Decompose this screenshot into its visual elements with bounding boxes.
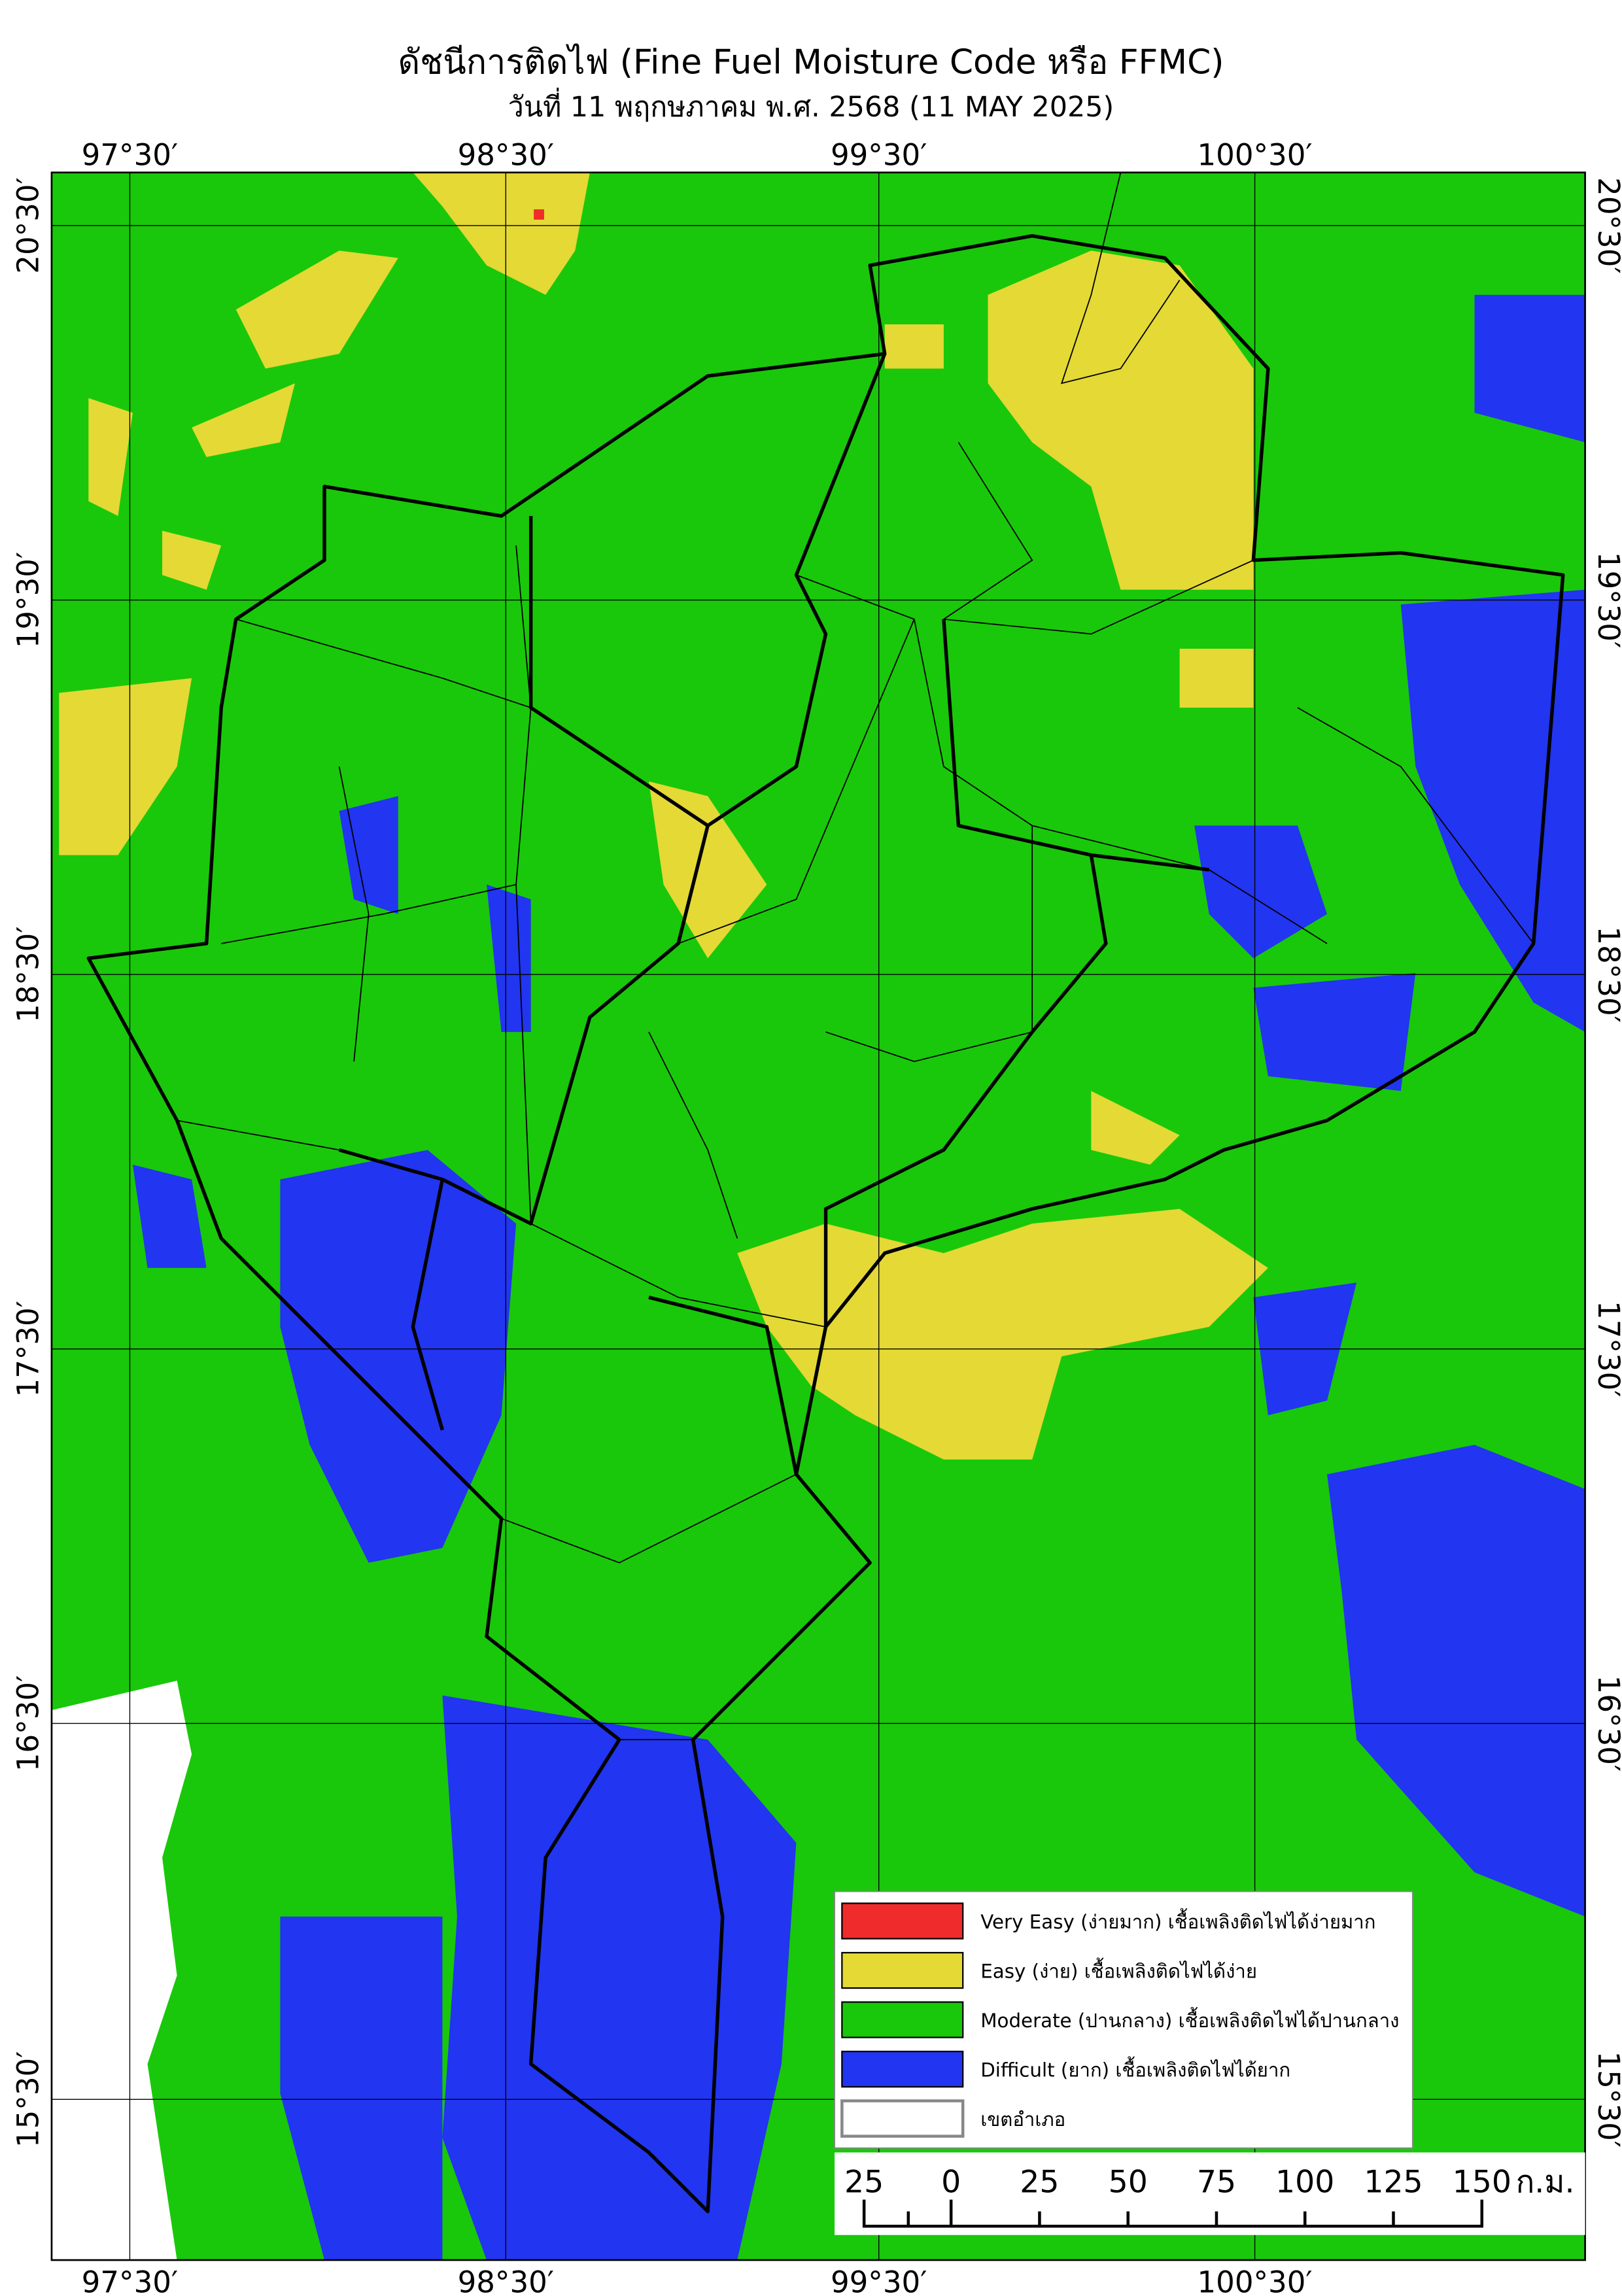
scale-label: 25 xyxy=(1020,2164,1059,2200)
scale-bar: 25 0 25 50 75 100 125 150 ก.ม. xyxy=(835,2152,1585,2235)
legend-label: เขตอำเภอ xyxy=(980,2108,1065,2131)
province-boundaries xyxy=(86,234,1565,2214)
easy-area xyxy=(59,172,1268,1460)
scale-label: 125 xyxy=(1364,2164,1423,2200)
longitude-label: 97°30′ xyxy=(82,2265,179,2293)
longitude-label: 98°30′ xyxy=(458,2265,555,2293)
subtitle: วันที่ 11 พฤกษภาคม พ.ศ. 2568 (11 MAY 202… xyxy=(508,88,1114,124)
legend-label: Moderate (ปานกลาง) เชื้อเพลิงติดไฟได้ปาน… xyxy=(980,2007,1399,2032)
latitude-label: 18°30′ xyxy=(1591,926,1622,1022)
longitude-label: 99°30′ xyxy=(831,2265,927,2293)
latitude-label: 17°30′ xyxy=(1591,1301,1622,1397)
longitude-label: 100°30′ xyxy=(1197,2265,1312,2293)
legend-swatch xyxy=(841,2001,964,2038)
legend-swatch xyxy=(840,2099,965,2138)
latitude-label: 19°30′ xyxy=(11,552,46,649)
legend-label: Easy (ง่าย) เชื้อเพลิงติดไฟได้ง่าย xyxy=(980,1957,1257,1982)
map-frame xyxy=(50,171,1586,2261)
scale-bar-line xyxy=(862,2199,1484,2228)
scale-label: 150 xyxy=(1453,2164,1511,2200)
latitude-label: 16°30′ xyxy=(11,1675,46,1772)
legend-swatch xyxy=(841,2050,964,2088)
legend-swatch xyxy=(841,1902,964,1940)
latitude-label: 16°30′ xyxy=(1591,1675,1622,1772)
longitude-label: 100°30′ xyxy=(1197,137,1312,172)
scale-bar-box xyxy=(835,2152,1585,2235)
latitude-label: 20°30′ xyxy=(11,177,46,274)
longitude-label: 99°30′ xyxy=(831,137,927,172)
district-boundaries xyxy=(177,172,1534,1741)
legend-label: Difficult (ยาก) เชื้อเพลิงติดไฟได้ยาก xyxy=(980,2056,1290,2081)
scale-label: 100 xyxy=(1275,2164,1334,2200)
longitude-label: 98°30′ xyxy=(458,137,555,172)
scale-label: 0 xyxy=(941,2164,961,2200)
scale-label: 75 xyxy=(1197,2164,1236,2200)
legend: Very Easy (ง่ายมาก) เชื้อเพลิงติดไฟได้ง่… xyxy=(834,1891,1413,2149)
latitude-label: 15°30′ xyxy=(1591,2051,1622,2148)
longitude-label: 97°30′ xyxy=(82,137,179,172)
latitude-label: 19°30′ xyxy=(1591,552,1622,649)
latitude-label: 20°30′ xyxy=(1591,177,1622,274)
sea-area xyxy=(51,1681,192,2261)
legend-label: Very Easy (ง่ายมาก) เชื้อเพลิงติดไฟได้ง่… xyxy=(980,1908,1375,1933)
latitude-label: 18°30′ xyxy=(11,926,46,1022)
very-easy-cell xyxy=(534,209,544,220)
difficult-area xyxy=(132,294,1585,2261)
title: ดัชนีการติดไฟ (Fine Fuel Moisture Code ห… xyxy=(398,43,1224,82)
legend-swatch xyxy=(841,1951,964,1989)
map-area xyxy=(50,171,1586,2261)
latitude-label: 17°30′ xyxy=(11,1301,46,1397)
scale-unit: ก.ม. xyxy=(1516,2164,1575,2200)
scale-label: 50 xyxy=(1109,2164,1148,2200)
scale-label: 25 xyxy=(844,2164,884,2200)
latitude-label: 15°30′ xyxy=(11,2051,46,2148)
coordinate-labels: 97°30′ 97°30′ 98°30′ 98°30′ 99°30′ 99°30′ 100°… xyxy=(11,137,1622,2296)
